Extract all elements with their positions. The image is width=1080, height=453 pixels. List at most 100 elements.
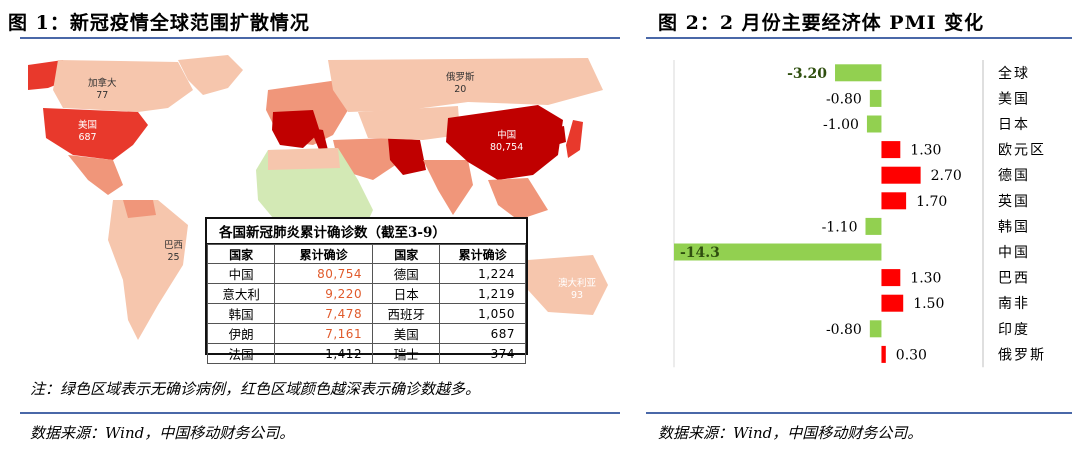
category-label-印度: 印度 xyxy=(998,322,1030,338)
map-label-russia: 俄罗斯 20 xyxy=(446,72,475,95)
value-label-俄罗斯: 0.30 xyxy=(896,347,927,363)
table-cell: 1,224 xyxy=(439,263,526,284)
india-shape xyxy=(423,160,473,215)
category-label-美国: 美国 xyxy=(998,91,1030,107)
table-cell: 7,161 xyxy=(274,323,374,344)
table-header: 国家 xyxy=(372,244,441,264)
value-label-全球: -3.20 xyxy=(787,66,827,82)
value-label-南非: 1.50 xyxy=(913,296,944,312)
table-cell: 德国 xyxy=(372,263,441,284)
table-cell: 美国 xyxy=(372,323,441,344)
source-rule xyxy=(646,412,1072,414)
table-cell: 687 xyxy=(439,323,526,344)
pmi-bar-chart: -3.20 全球 -0.80 美国 -1.00 日本 1.30 欧元区 2.70 德国 1.70 英国… xyxy=(673,60,1046,368)
bar-日本 xyxy=(866,115,882,133)
value-label-德国: 2.70 xyxy=(931,168,962,184)
value-label-韩国: -1.10 xyxy=(822,219,858,235)
table-caption: 各国新冠肺炎累计确诊数（截至3-9） xyxy=(207,219,526,244)
table-cell: 伊朗 xyxy=(206,323,276,344)
figure-2-source: 数据来源：Wind，中国移动财务公司。 xyxy=(658,424,923,442)
category-label-德国: 德国 xyxy=(998,168,1030,184)
central-asia-shape xyxy=(358,106,460,140)
mexico-shape xyxy=(68,155,123,195)
figure-1-source: 数据来源：Wind，中国移动财务公司。 xyxy=(30,424,295,442)
table-header-row: 国家 累计确诊 国家 累计确诊 xyxy=(206,244,526,264)
bar-俄罗斯 xyxy=(881,345,886,363)
table-row: 意大利 9,220 日本 1,219 xyxy=(206,283,526,304)
table-cell: 374 xyxy=(439,343,526,364)
map-label-canada: 加拿大 77 xyxy=(88,78,117,101)
value-label-日本: -1.00 xyxy=(823,117,859,133)
category-label-全球: 全球 xyxy=(998,65,1030,82)
table-cell: 1,219 xyxy=(439,283,526,304)
map-label-china: 中国 80,754 xyxy=(490,130,524,153)
western-europe-shape xyxy=(272,110,320,148)
value-label-巴西: 1.30 xyxy=(910,271,941,287)
bar-印度 xyxy=(869,320,882,338)
table-cell: 法国 xyxy=(206,343,276,364)
korea-shape xyxy=(553,126,566,145)
map-label-australia: 澳大利亚 93 xyxy=(558,278,597,301)
table-cell: 意大利 xyxy=(206,283,276,304)
table-header: 累计确诊 xyxy=(274,244,374,264)
usa-shape xyxy=(43,108,148,160)
category-label-日本: 日本 xyxy=(998,117,1030,133)
table-row: 中国 80,754 德国 1,224 xyxy=(206,263,526,284)
south-america-shape xyxy=(108,200,188,340)
value-label-欧元区: 1.30 xyxy=(910,143,941,159)
table-cell: 9,220 xyxy=(274,283,374,304)
category-label-韩国: 韩国 xyxy=(998,219,1030,235)
figure-2-title: 图 2：2 月份主要经济体 PMI 变化 xyxy=(658,12,985,34)
value-label-美国: -0.80 xyxy=(826,91,862,107)
value-label-英国: 1.70 xyxy=(916,194,947,210)
greenland-shape xyxy=(178,55,243,95)
table-header: 累计确诊 xyxy=(439,244,526,264)
category-label-中国: 中国 xyxy=(998,245,1030,261)
source-rule xyxy=(20,412,620,414)
table-cell: 1,050 xyxy=(439,303,526,324)
russia-shape xyxy=(328,58,603,112)
bar-美国 xyxy=(869,89,882,107)
map-label-usa: 美国 687 xyxy=(78,120,98,143)
category-label-欧元区: 欧元区 xyxy=(998,143,1046,159)
table-cell: 西班牙 xyxy=(372,303,441,324)
map-note: 注：绿色区域表示无确诊病例，红色区域颜色越深表示确诊数越多。 xyxy=(30,380,481,398)
bar-韩国 xyxy=(865,217,882,235)
southeast-asia-shape xyxy=(488,178,548,220)
table-row: 伊朗 7,161 美国 687 xyxy=(206,323,526,344)
value-label-中国: -14.3 xyxy=(680,245,720,261)
table-cell: 7,478 xyxy=(274,303,374,324)
bar-全球 xyxy=(835,64,882,82)
figure-1-title: 图 1：新冠疫情全球范围扩散情况 xyxy=(8,12,310,34)
table-header: 国家 xyxy=(206,244,276,264)
italy-shape xyxy=(310,128,328,152)
bar-巴西 xyxy=(881,269,901,287)
table-row: 法国 1,412 瑞士 374 xyxy=(206,343,526,364)
title-rule xyxy=(646,37,1072,39)
category-label-巴西: 巴西 xyxy=(998,271,1030,287)
iran-shape xyxy=(388,138,426,175)
table-cell: 瑞士 xyxy=(372,343,441,364)
bar-英国 xyxy=(881,192,907,210)
table-cell: 韩国 xyxy=(206,303,276,324)
category-label-英国: 英国 xyxy=(998,193,1030,210)
title-rule xyxy=(20,37,620,39)
bar-南非 xyxy=(881,294,904,312)
value-label-印度: -0.80 xyxy=(826,322,862,338)
category-label-俄罗斯: 俄罗斯 xyxy=(998,347,1046,363)
confirmed-cases-table: 各国新冠肺炎累计确诊数（截至3-9） 国家 累计确诊 国家 累计确诊 中国 80… xyxy=(205,217,528,364)
australia-shape xyxy=(528,255,608,315)
category-label-南非: 南非 xyxy=(998,296,1030,312)
japan-shape xyxy=(566,120,583,158)
figure-1-panel: 图 1：新冠疫情全球范围扩散情况 xyxy=(8,12,620,442)
table-cell: 1,412 xyxy=(274,343,374,364)
bar-德国 xyxy=(881,166,921,184)
canada-shape xyxy=(53,60,193,112)
table-cell: 中国 xyxy=(206,263,276,284)
bar-欧元区 xyxy=(881,141,901,159)
figure-2-panel: 图 2：2 月份主要经济体 PMI 变化 -3.20 全球 -0.80 美国 -1.00… xyxy=(638,0,1080,453)
table-row: 韩国 7,478 西班牙 1,050 xyxy=(206,303,526,324)
china-shape xyxy=(446,105,563,180)
south-america-north xyxy=(123,200,156,218)
map-label-brazil: 巴西 25 xyxy=(164,240,184,263)
